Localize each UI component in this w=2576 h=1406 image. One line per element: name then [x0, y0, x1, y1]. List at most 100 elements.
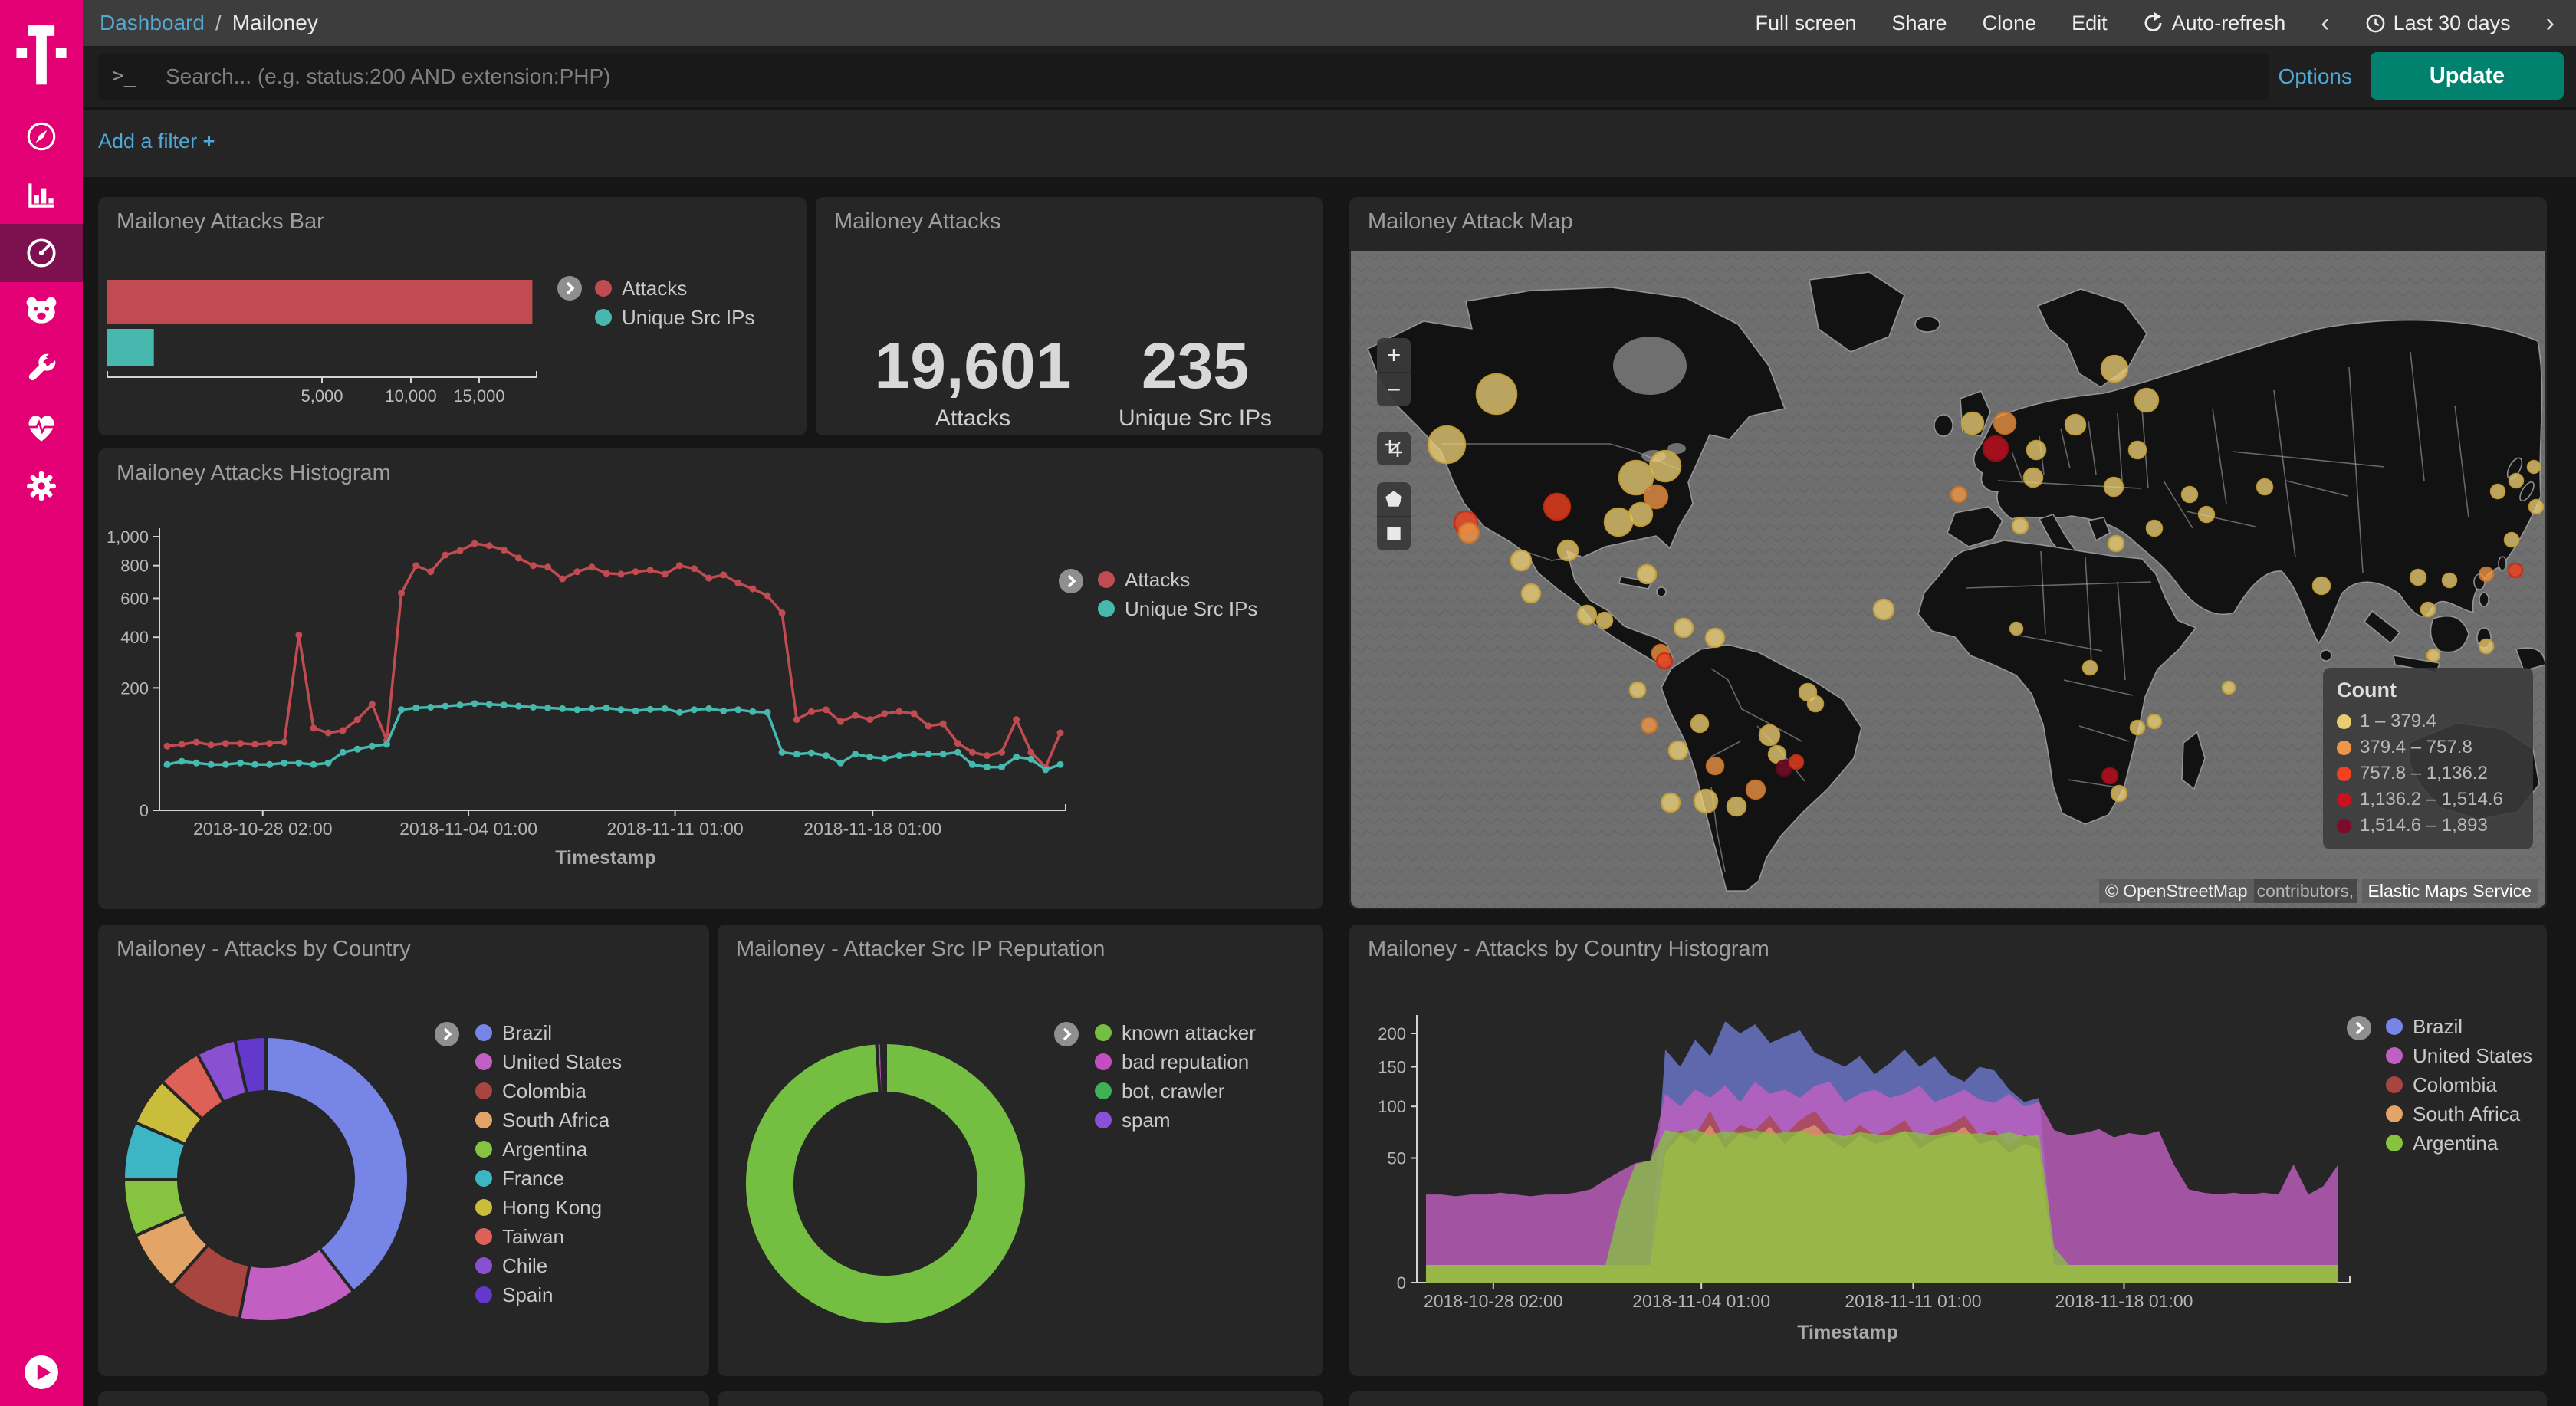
legend-expand-icon[interactable] — [1053, 1021, 1079, 1047]
sidebar-item-play[interactable] — [0, 1343, 83, 1401]
legend-item[interactable]: known attacker — [1095, 1018, 1256, 1047]
legend-item[interactable]: Attacks — [595, 274, 754, 303]
legend-item[interactable]: Taiwan — [475, 1222, 622, 1251]
time-back-chevron[interactable]: ‹ — [2321, 8, 2330, 38]
country-histogram-chart[interactable]: 0 50 100 150 200 2018-10-28 02:00 2018-11-04 0… — [1349, 925, 2547, 1376]
legend-swatch — [2337, 818, 2351, 833]
legend-item[interactable]: Chile — [475, 1251, 622, 1280]
time-range-picker[interactable]: Last 30 days — [2365, 11, 2511, 35]
svg-text:100: 100 — [1378, 1097, 1406, 1116]
search-bar: >_ Options Update — [83, 46, 2576, 107]
metric-attacks: 19,601 Attacks — [846, 333, 1099, 432]
legend-item[interactable]: Argentina — [475, 1135, 622, 1164]
sidebar-item-settings[interactable] — [0, 457, 83, 515]
legend-item[interactable]: 1,136.2 – 1,514.6 — [2337, 787, 2519, 813]
legend-expand-icon[interactable] — [2346, 1015, 2372, 1041]
attack-dots[interactable] — [1427, 354, 2545, 817]
map-draw-polygon-button[interactable] — [1377, 482, 1411, 516]
sidebar-item-monitoring[interactable] — [0, 399, 83, 457]
panel-title: Mailoney - Attacker Src IP Reputation — [736, 937, 1106, 961]
legend-expand-icon[interactable] — [434, 1021, 460, 1047]
auto-refresh-button[interactable]: Auto-refresh — [2143, 11, 2285, 35]
legend-item[interactable]: Unique Src IPs — [1098, 594, 1257, 623]
legend-expand-icon[interactable] — [557, 275, 583, 301]
attacks-bar-chart[interactable]: 5,000 10,000 15,000 — [98, 197, 807, 435]
svg-text:600: 600 — [120, 589, 149, 608]
options-link[interactable]: Options — [2278, 64, 2353, 88]
legend-swatch — [1095, 1112, 1112, 1128]
sidebar-item-tpot[interactable] — [0, 282, 83, 340]
search-input[interactable] — [98, 54, 2269, 100]
legend-label: France — [502, 1166, 564, 1190]
top-navbar: Dashboard / Mailoney Full screen Share C… — [83, 0, 2576, 46]
metric-unique-src-ips: 235 Unique Src IPs — [1092, 333, 1299, 432]
legend-item[interactable]: bot, crawler — [1095, 1076, 1256, 1105]
legend-item[interactable]: United States — [2386, 1041, 2532, 1070]
legend-item[interactable]: Brazil — [2386, 1012, 2532, 1041]
legend-swatch — [475, 1141, 492, 1158]
clone-button[interactable]: Clone — [1982, 11, 2037, 34]
legend-item[interactable]: Argentina — [2386, 1128, 2532, 1158]
legend-label: Chile — [502, 1253, 548, 1277]
update-button[interactable]: Update — [2371, 52, 2564, 100]
ems-attribution[interactable]: Elastic Maps Service — [2361, 879, 2538, 903]
legend-item[interactable]: 1 – 379.4 — [2337, 708, 2519, 734]
sidebar-item-tools[interactable] — [0, 340, 83, 399]
clock-icon — [2366, 14, 2384, 32]
legend-label: Unique Src IPs — [1125, 596, 1258, 620]
legend-item[interactable]: Brazil — [475, 1018, 622, 1047]
svg-text:0: 0 — [140, 801, 149, 820]
legend-item[interactable]: South Africa — [475, 1105, 622, 1135]
legend-swatch — [1095, 1024, 1112, 1041]
legend-label: Brazil — [502, 1020, 553, 1044]
legend-item[interactable]: Unique Src IPs — [595, 303, 754, 332]
svg-text:Timestamp: Timestamp — [555, 847, 656, 869]
legend-expand-icon[interactable] — [1058, 568, 1084, 594]
share-button[interactable]: Share — [1891, 11, 1947, 34]
map-zoom-in-button[interactable]: + — [1377, 338, 1411, 372]
breadcrumb-dashboard[interactable]: Dashboard — [100, 11, 205, 34]
legend-item[interactable]: France — [475, 1164, 622, 1193]
fullscreen-button[interactable]: Full screen — [1755, 11, 1857, 34]
svg-text:200: 200 — [120, 678, 149, 698]
reputation-donut-chart[interactable] — [718, 925, 1323, 1376]
sidebar-item-dashboard[interactable] — [0, 224, 83, 282]
sidebar — [0, 0, 83, 1406]
filter-bar: Add a filter + — [83, 107, 2576, 177]
refresh-icon — [2144, 12, 2162, 32]
time-forward-chevron[interactable]: › — [2545, 8, 2555, 38]
world-map[interactable]: + − — [1351, 251, 2545, 908]
sidebar-item-visualize[interactable] — [0, 166, 83, 224]
legend-item[interactable]: 379.4 – 757.8 — [2337, 734, 2519, 760]
legend-item[interactable]: 1,514.6 – 1,893 — [2337, 813, 2519, 839]
crop-icon — [1385, 440, 1402, 457]
legend-label: Taiwan — [502, 1224, 564, 1248]
legend-item[interactable]: South Africa — [2386, 1099, 2532, 1128]
legend-item[interactable]: Hong Kong — [475, 1193, 622, 1222]
svg-text:1,000: 1,000 — [107, 527, 149, 547]
legend-item[interactable]: spam — [1095, 1105, 1256, 1135]
map-draw-rectangle-button[interactable] — [1377, 516, 1411, 550]
legend-item[interactable]: United States — [475, 1047, 622, 1076]
map-zoom-out-button[interactable]: − — [1377, 372, 1411, 406]
map-attribution: © OpenStreetMap contributors, Elastic Map… — [2098, 879, 2538, 903]
map-fit-bounds-button[interactable] — [1377, 432, 1411, 465]
legend-item[interactable]: Attacks — [1098, 565, 1257, 594]
legend-label: Hong Kong — [502, 1195, 603, 1219]
panel-attacks-bar: Mailoney Attacks Bar 5,000 10,000 15,000 A… — [98, 197, 807, 435]
edit-button[interactable]: Edit — [2072, 11, 2108, 34]
add-filter-link[interactable]: Add a filter + — [98, 130, 215, 153]
legend-item[interactable]: bad reputation — [1095, 1047, 1256, 1076]
legend-swatch — [1098, 600, 1115, 617]
legend-item[interactable]: Spain — [475, 1280, 622, 1309]
legend-swatch — [475, 1082, 492, 1099]
osm-attribution[interactable]: © OpenStreetMap — [2098, 879, 2254, 903]
telekom-logo[interactable] — [0, 12, 83, 86]
country-donut-chart[interactable] — [98, 925, 709, 1376]
legend-item[interactable]: Colombia — [475, 1076, 622, 1105]
legend-item[interactable]: Colombia — [2386, 1070, 2532, 1099]
map-canvas[interactable] — [1351, 251, 2545, 908]
sidebar-item-discover[interactable] — [0, 107, 83, 166]
legend-item[interactable]: 757.8 – 1,136.2 — [2337, 760, 2519, 787]
attacks-histogram-chart[interactable]: 0 200 400 600 800 1,000 2018-10-28 02:00 2018-1… — [98, 448, 1323, 909]
